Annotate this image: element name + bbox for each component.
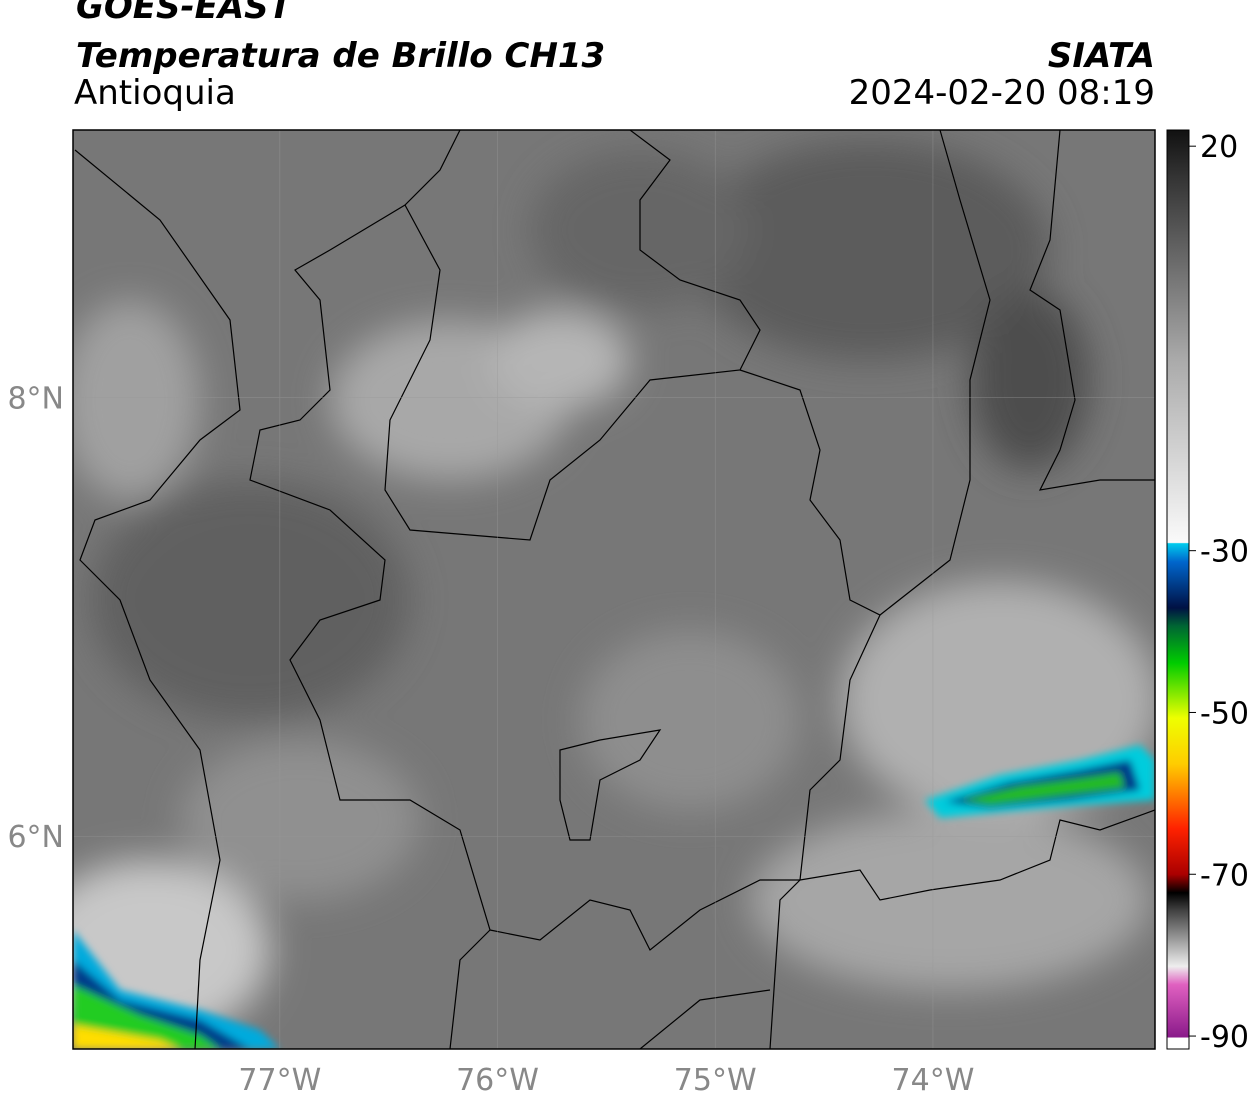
x-tick-label: 75°W — [674, 1063, 757, 1098]
x-tick-label: 74°W — [892, 1063, 975, 1098]
colorbar-tick-label: -30 — [1200, 535, 1249, 570]
graticule — [73, 130, 1155, 1049]
colorbar-tick-label: -70 — [1200, 858, 1249, 893]
map — [73, 130, 1155, 1049]
x-tick-label: 76°W — [456, 1063, 539, 1098]
source: SIATA — [1048, 36, 1155, 76]
y-tick-label: 8°N — [7, 382, 64, 417]
ticks: 77°W 76°W 75°W 74°W 8°N 6°N 20 -30 -50 -70 -90 — [7, 130, 1249, 1098]
colorbar — [1166, 129, 1190, 1050]
boundaries — [74, 130, 1155, 1049]
x-tick-label: 77°W — [238, 1063, 321, 1098]
colorbar-tick-label: 20 — [1200, 130, 1238, 165]
region: Antioquia — [74, 73, 236, 113]
map-frame — [72, 129, 1156, 1050]
cold-clouds — [73, 745, 1155, 1049]
datetime: 2024-02-20 08:19 — [849, 73, 1155, 113]
title: GOES-EAST — [76, 0, 295, 27]
y-tick-label: 6°N — [7, 820, 64, 855]
colorbar-tick-label: -90 — [1200, 1020, 1249, 1055]
colorbar-tick-label: -50 — [1200, 696, 1249, 731]
subtitle: Temperatura de Brillo CH13 — [76, 36, 605, 76]
